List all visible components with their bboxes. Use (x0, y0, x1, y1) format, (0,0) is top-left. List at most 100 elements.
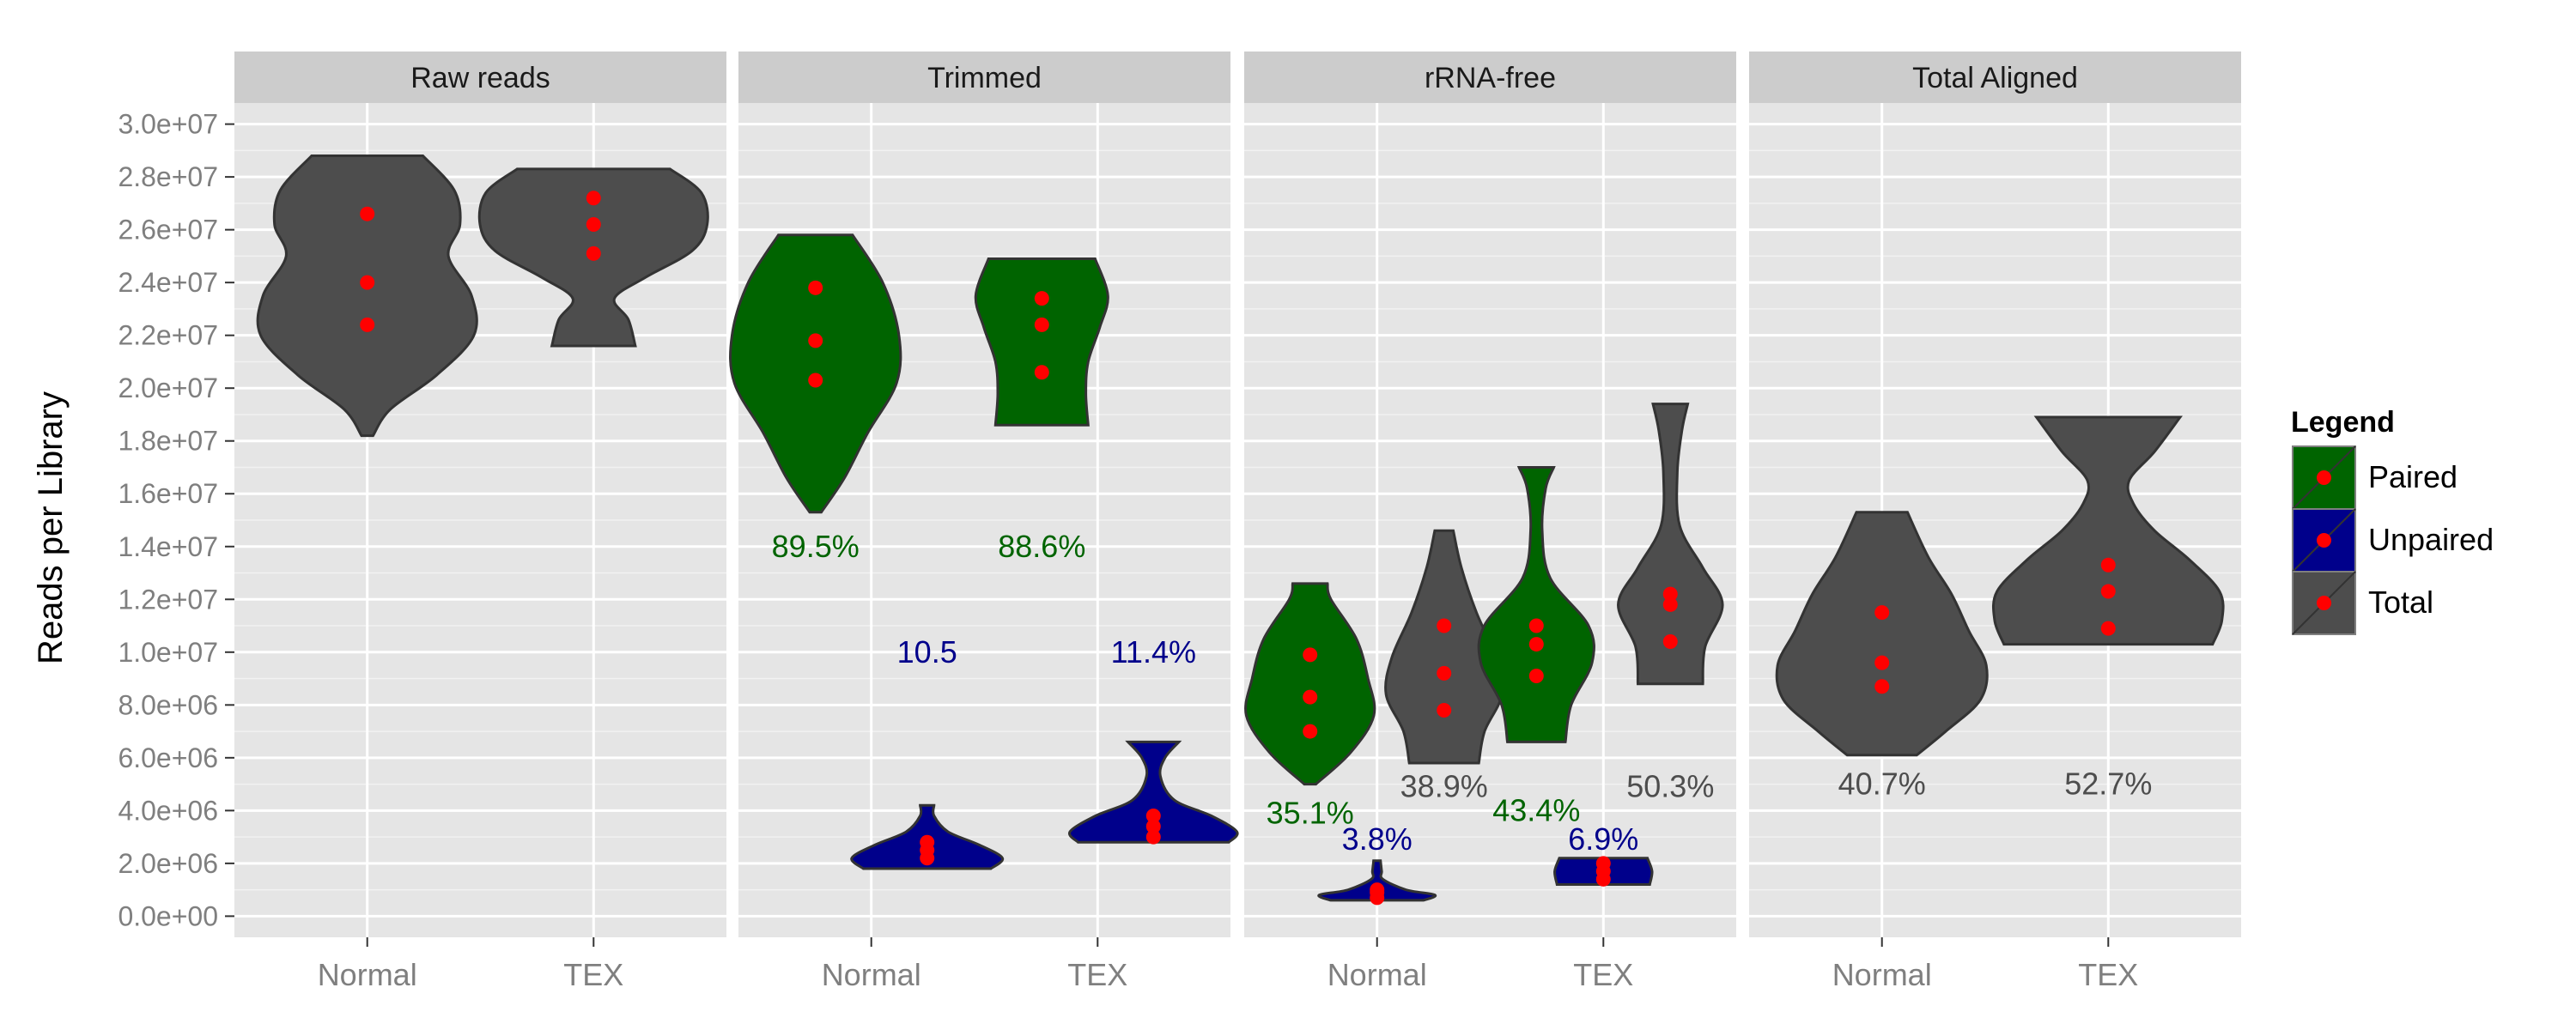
y-tick-label: 4.0e+06 (118, 795, 218, 826)
y-tick-label: 0.0e+00 (118, 900, 218, 931)
data-point (1662, 633, 1678, 649)
data-point (360, 317, 375, 332)
data-point (1437, 702, 1452, 718)
violin-total (1775, 511, 1989, 757)
percentage-annotation: 3.8% (1342, 821, 1413, 857)
data-point (1437, 665, 1452, 681)
facet-strip-label: Raw reads (410, 62, 550, 94)
data-point (1145, 809, 1161, 824)
legend-label: Unpaired (2368, 522, 2494, 557)
data-point (1437, 618, 1452, 633)
data-point (1662, 597, 1678, 612)
data-point (586, 191, 601, 206)
x-tick-label: Normal (1327, 957, 1427, 992)
data-point (360, 275, 375, 290)
percentage-annotation: 11.4% (1111, 634, 1196, 670)
y-tick-label: 2.2e+07 (118, 320, 218, 351)
y-tick-label: 3.0e+07 (118, 109, 218, 140)
violin-paired (1244, 582, 1376, 786)
percentage-annotation: 43.4% (1492, 792, 1580, 827)
percentage-annotation: 10.5 (897, 634, 957, 670)
percentage-annotation: 50.3% (1626, 769, 1714, 804)
x-tick-label: Normal (1832, 957, 1932, 992)
x-tick-label: TEX (563, 957, 623, 992)
y-tick-label: 1.6e+07 (118, 478, 218, 509)
data-point (1034, 365, 1049, 380)
facet-strip (234, 52, 726, 103)
legend-key-point (2317, 533, 2331, 548)
y-tick-label: 1.0e+07 (118, 637, 218, 668)
data-point (808, 333, 823, 348)
data-point (1874, 655, 1890, 670)
facet-panel: Raw reads Normal TEX (234, 52, 726, 992)
legend-key-point (2317, 470, 2331, 485)
data-point (1874, 605, 1890, 621)
facet-strip (1244, 52, 1736, 103)
x-tick-label: TEX (1067, 957, 1127, 992)
violin-unpaired (1068, 740, 1239, 844)
facet-strip (738, 52, 1230, 103)
facet-strip (1749, 52, 2241, 103)
facet-panel: Total Aligned Normal TEX 40.7% 52.7% (1749, 52, 2241, 992)
percentage-annotation: 88.6% (998, 529, 1085, 564)
data-point (1662, 586, 1678, 602)
violin-total (256, 154, 478, 438)
data-point (2100, 621, 2116, 636)
data-point (1145, 829, 1161, 845)
y-tick-label: 8.0e+06 (118, 689, 218, 720)
data-point (1528, 618, 1544, 633)
legend-title: Legend (2291, 406, 2395, 439)
violin-total (1991, 415, 2225, 646)
facet-strip-label: rRNA-free (1425, 62, 1556, 94)
data-point (808, 280, 823, 295)
violin-paired (1477, 465, 1595, 743)
y-tick-label: 2.4e+07 (118, 267, 218, 298)
percentage-annotation: 35.1% (1267, 795, 1354, 830)
data-point (360, 206, 375, 221)
facet-panel: rRNA-free Normal TEX 35.1%3.8% 38.9%43.4%6.9… (1244, 52, 1736, 992)
y-tick-label: 2.0e+07 (118, 373, 218, 403)
data-point (2100, 557, 2116, 573)
data-point (1528, 637, 1544, 652)
legend-key-point (2317, 596, 2331, 610)
data-point (1528, 668, 1544, 683)
percentage-annotation: 38.9% (1400, 769, 1488, 804)
percentage-annotation: 89.5% (772, 529, 860, 564)
data-point (1145, 819, 1161, 834)
data-point (2100, 584, 2116, 599)
y-tick-label: 1.8e+07 (118, 426, 218, 457)
data-point (1595, 856, 1611, 871)
y-tick-label: 6.0e+06 (118, 742, 218, 773)
percentage-annotation: 52.7% (2064, 766, 2152, 802)
percentage-annotation: 40.7% (1838, 766, 1926, 802)
legend-label: Paired (2368, 459, 2458, 494)
y-tick-label: 1.2e+07 (118, 584, 218, 615)
violin-total (1617, 403, 1724, 686)
x-tick-label: TEX (2078, 957, 2138, 992)
data-point (1303, 689, 1318, 705)
y-axis-label: Reads per Library (32, 391, 70, 664)
data-point (1370, 882, 1385, 898)
data-point (808, 373, 823, 388)
legend: Legend Paired Unpaired Total (2291, 406, 2494, 635)
data-point (1303, 647, 1318, 663)
x-tick-label: Normal (822, 957, 921, 992)
x-tick-label: Normal (318, 957, 417, 992)
facet-strip-label: Trimmed (927, 62, 1042, 94)
y-tick-label: 2.0e+06 (118, 848, 218, 879)
facet-panels: Raw reads Normal TEX Trimmed Normal TEX 89.5% 1… (234, 52, 2241, 992)
data-point (1034, 291, 1049, 306)
y-tick-label: 2.6e+07 (118, 215, 218, 245)
violin-paired (974, 257, 1109, 427)
data-point (586, 245, 601, 261)
percentage-annotation: 6.9% (1568, 821, 1638, 857)
facet-panel: Trimmed Normal TEX 89.5% 10.5 88.6% 11.4% (729, 52, 1239, 992)
x-tick-label: TEX (1573, 957, 1633, 992)
data-point (1874, 679, 1890, 694)
y-axis: 0.0e+00 2.0e+06 4.0e+06 6.0e+06 8.0e+06 1.0e+… (118, 109, 234, 931)
legend-label: Total (2368, 585, 2433, 620)
y-tick-label: 1.4e+07 (118, 531, 218, 562)
data-point (920, 834, 935, 850)
data-point (1034, 317, 1049, 332)
